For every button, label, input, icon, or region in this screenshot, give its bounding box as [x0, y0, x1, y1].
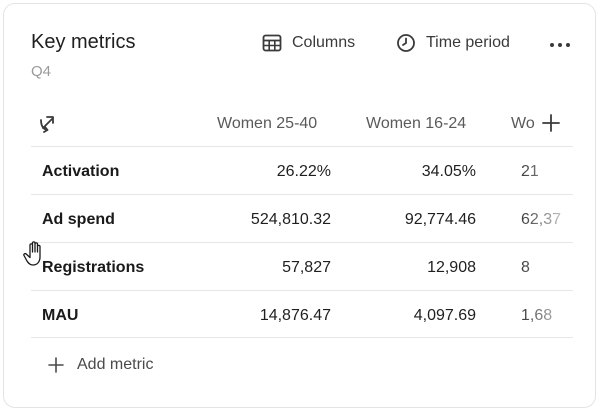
add-column-button[interactable] — [540, 112, 562, 139]
time-period-button[interactable]: Time period — [396, 30, 510, 56]
table-cell: 524,810.32 — [250, 211, 331, 228]
column-header[interactable]: Women 16-24 — [366, 115, 467, 132]
table-cell: 62,37 — [521, 211, 562, 228]
table-cell: 34.05% — [421, 163, 476, 180]
table-row[interactable]: MAU 14,876.47 4,097.69 1,68 — [31, 290, 573, 338]
table-row[interactable]: Registrations 57,827 12,908 8 — [31, 242, 573, 290]
add-metric-button[interactable]: Add metric — [47, 356, 153, 374]
widget-title: Key metrics — [31, 31, 136, 53]
clock-icon — [397, 34, 415, 52]
plus-icon — [48, 357, 64, 373]
table-grid-icon — [262, 34, 282, 52]
columns-button[interactable]: Columns — [262, 30, 355, 56]
row-label: Activation — [42, 163, 120, 180]
add-metric-label: Add metric — [77, 356, 154, 373]
widget-subtitle: Q4 — [31, 63, 52, 80]
table-cell: 1,68 — [521, 307, 553, 324]
column-header[interactable]: Women 25-40 — [217, 115, 318, 132]
metrics-table: Activation 26.22% 34.05% 21 Ad spend 524… — [31, 146, 573, 338]
more-options-button[interactable] — [549, 32, 581, 58]
swap-arrows-icon[interactable] — [37, 112, 59, 139]
table-cell: 92,774.46 — [404, 211, 476, 228]
table-row[interactable]: Activation 26.22% 34.05% 21 — [31, 146, 573, 194]
more-horizontal-icon — [550, 43, 570, 47]
table-cell: 4,097.69 — [413, 307, 476, 324]
table-cell: 26.22% — [276, 163, 331, 180]
hand-pointer-icon — [22, 240, 46, 273]
table-cell: 14,876.47 — [259, 307, 331, 324]
table-cell: 8 — [521, 259, 530, 276]
table-row[interactable]: Ad spend 524,810.32 92,774.46 62,37 — [31, 194, 573, 242]
columns-button-label: Columns — [292, 34, 356, 51]
plus-icon — [542, 114, 560, 132]
column-header[interactable]: Wo — [511, 115, 535, 132]
table-cell: 57,827 — [282, 259, 331, 276]
row-label: MAU — [42, 307, 79, 324]
table-cell: 12,908 — [427, 259, 476, 276]
row-label: Registrations — [42, 259, 145, 276]
key-metrics-card: Key metrics Q4 Columns Time period — [3, 3, 596, 408]
table-cell: 21 — [521, 163, 539, 180]
time-period-button-label: Time period — [426, 34, 510, 51]
row-label: Ad spend — [42, 211, 115, 228]
